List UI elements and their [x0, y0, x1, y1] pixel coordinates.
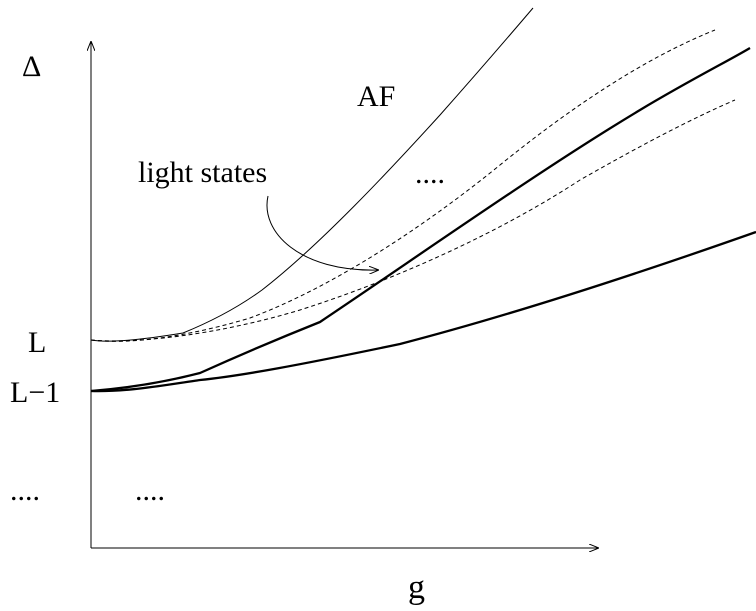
dots-left: .... [10, 474, 40, 507]
light-state-curve-lower [90, 99, 736, 342]
light-states-arrow [266, 195, 378, 270]
bold-curve-upper [90, 47, 751, 393]
af-curve [90, 7, 534, 342]
y-axis-label: Δ [22, 50, 41, 83]
dots-lower: .... [135, 474, 165, 507]
af-label: AF [357, 80, 395, 113]
tick-label-l: L [28, 326, 46, 359]
bold-curve-lower [90, 230, 756, 393]
light-states-label: light states [138, 156, 267, 189]
dots-upper: .... [415, 157, 445, 190]
x-axis-label: g [408, 569, 425, 606]
tick-label-l-minus-1: L−1 [10, 376, 60, 409]
